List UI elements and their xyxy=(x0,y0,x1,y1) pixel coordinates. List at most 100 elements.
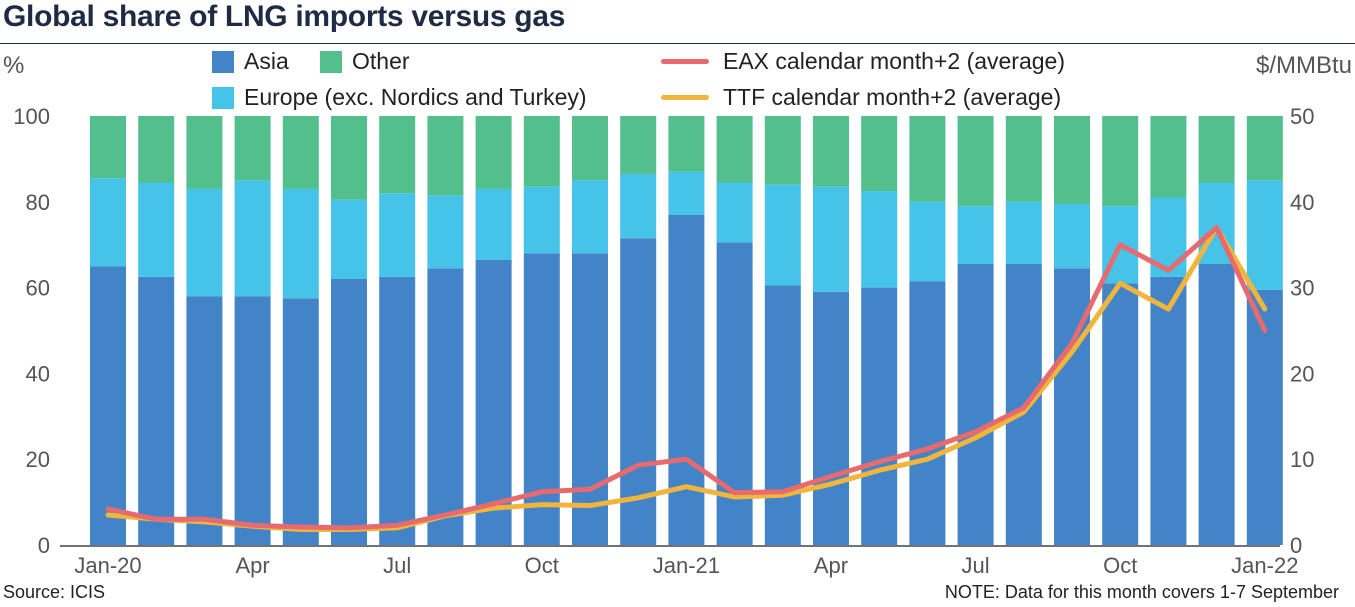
bar-asia xyxy=(282,298,319,545)
bar-asia xyxy=(1198,264,1235,545)
x-tick-label: Oct xyxy=(1103,553,1137,578)
bar-europe xyxy=(668,171,705,215)
bar-other xyxy=(668,116,705,172)
bar-europe xyxy=(957,206,994,265)
legend-label-asia: Asia xyxy=(244,48,289,74)
left-tick-label: 0 xyxy=(38,533,50,558)
bar-europe xyxy=(1005,201,1042,265)
bar-other xyxy=(234,116,271,181)
bar-asia xyxy=(427,268,464,545)
bar-asia xyxy=(572,253,608,545)
footnote: NOTE: Data for this month covers 1-7 Sep… xyxy=(944,582,1339,602)
source-note: Source: ICIS xyxy=(3,582,106,602)
bar-europe xyxy=(572,180,608,254)
left-tick-label: 20 xyxy=(26,447,50,472)
bar-other xyxy=(1150,116,1187,198)
bar-other xyxy=(813,116,849,187)
bar-europe xyxy=(90,178,126,267)
right-tick-label: 40 xyxy=(1290,190,1314,215)
bar-europe xyxy=(186,188,223,297)
bar-asia xyxy=(764,285,801,545)
left-tick-label: 80 xyxy=(26,190,50,215)
bar-other xyxy=(331,116,367,200)
legend-swatch-other xyxy=(320,50,342,73)
bar-other xyxy=(861,116,898,192)
bar-other xyxy=(716,116,753,183)
right-tick-label: 10 xyxy=(1290,447,1314,472)
legend-label-ttf: TTF calendar month+2 (average) xyxy=(723,84,1062,110)
bar-asia xyxy=(1150,276,1187,545)
bar-other xyxy=(957,116,994,207)
x-tick-label: Jul xyxy=(383,553,411,578)
left-tick-label: 40 xyxy=(26,361,50,386)
bar-asia xyxy=(234,296,271,545)
x-tick-label: Jan-20 xyxy=(74,553,141,578)
bar-europe xyxy=(1054,203,1090,269)
bar-other xyxy=(1005,116,1042,202)
legend-line-ttf xyxy=(661,95,709,100)
right-tick-label: 20 xyxy=(1290,361,1314,386)
bar-asia xyxy=(957,264,994,545)
bar-other xyxy=(523,116,560,187)
bar-europe xyxy=(716,182,753,243)
bar-asia xyxy=(331,279,367,545)
left-tick-label: 100 xyxy=(13,104,50,129)
bar-other xyxy=(475,116,512,189)
bar-europe xyxy=(523,186,560,254)
right-tick-label: 30 xyxy=(1290,276,1314,301)
bar-europe xyxy=(764,184,801,286)
bar-other xyxy=(379,116,416,194)
bar-europe xyxy=(861,191,898,288)
x-tick-label: Jul xyxy=(962,553,990,578)
bar-europe xyxy=(138,182,175,277)
bar-asia xyxy=(716,242,753,545)
bar-asia xyxy=(475,259,512,545)
legend-item-eax: EAX calendar month+2 (average) xyxy=(661,48,1065,75)
legend-swatch-asia xyxy=(212,50,234,73)
legend-item-europe: Europe (exc. Nordics and Turkey) xyxy=(212,84,587,111)
bar-europe xyxy=(331,199,367,280)
bar-asia xyxy=(1054,268,1090,545)
eax-line xyxy=(105,225,1268,531)
bar-asia xyxy=(668,214,705,546)
ttf-line xyxy=(105,225,1268,533)
bar-europe xyxy=(282,188,319,299)
bar-europe xyxy=(1246,180,1283,290)
x-tick-label: Oct xyxy=(525,553,559,578)
bar-europe xyxy=(234,180,271,297)
bar-europe xyxy=(379,193,416,277)
x-tick-label: Jan-22 xyxy=(1231,553,1298,578)
legend-line-eax xyxy=(661,59,709,64)
legend-label-eax: EAX calendar month+2 (average) xyxy=(723,48,1066,74)
bar-other xyxy=(138,116,175,183)
bar-asia xyxy=(1102,283,1139,545)
bar-asia xyxy=(186,296,223,545)
bar-other xyxy=(1102,116,1139,207)
right-tick-label: 0 xyxy=(1290,533,1302,558)
bar-asia xyxy=(861,287,898,545)
right-axis-unit: $/MMBtu xyxy=(1255,52,1352,79)
bar-other xyxy=(909,116,946,202)
left-tick-label: 60 xyxy=(26,276,50,301)
bar-other xyxy=(1054,116,1090,204)
bar-asia xyxy=(523,253,560,545)
x-tick-label: Jan-21 xyxy=(653,553,720,578)
bar-europe xyxy=(427,195,464,269)
bar-europe xyxy=(620,173,657,239)
bar-asia xyxy=(90,266,126,545)
legend-label-other: Other xyxy=(352,48,410,74)
legend-item-asia: Asia xyxy=(212,48,289,75)
bar-europe xyxy=(813,186,849,292)
bar-asia xyxy=(379,276,416,545)
legend-swatch-europe xyxy=(212,86,234,109)
title-rule xyxy=(0,43,1355,44)
x-tick-label: Apr xyxy=(235,553,269,578)
bar-other xyxy=(620,116,657,174)
left-axis-unit: % xyxy=(3,52,25,79)
bar-other xyxy=(90,116,126,179)
bar-other xyxy=(1198,116,1235,183)
right-tick-label: 50 xyxy=(1290,104,1314,129)
bar-other xyxy=(572,116,608,181)
bar-other xyxy=(1246,116,1283,181)
